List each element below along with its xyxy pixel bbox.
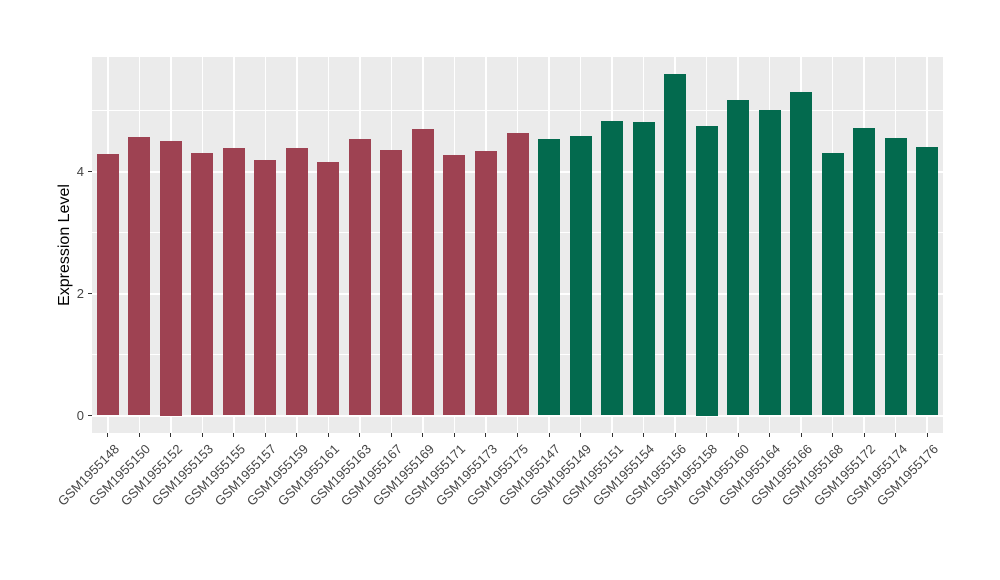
bar-GSM1955158 xyxy=(695,125,718,416)
bar-GSM1955156 xyxy=(664,73,687,416)
x-tick-GSM1955155 xyxy=(233,433,235,437)
bar-GSM1955160 xyxy=(727,100,750,416)
bar-GSM1955154 xyxy=(632,122,655,416)
x-tick-GSM1955152 xyxy=(170,433,172,437)
bar-GSM1955172 xyxy=(853,128,876,416)
y-tick-2 xyxy=(88,293,92,294)
x-tick-GSM1955176 xyxy=(926,433,928,437)
bar-GSM1955175 xyxy=(506,133,529,416)
y-tick-4 xyxy=(88,171,92,172)
x-tick-GSM1955167 xyxy=(390,433,392,437)
x-tick-GSM1955160 xyxy=(737,433,739,437)
x-tick-GSM1955173 xyxy=(485,433,487,437)
plot-panel xyxy=(92,57,943,433)
bar-GSM1955157 xyxy=(254,159,277,416)
bar-GSM1955168 xyxy=(821,153,844,416)
x-tick-GSM1955169 xyxy=(422,433,424,437)
x-tick-GSM1955168 xyxy=(832,433,834,437)
x-tick-GSM1955156 xyxy=(674,433,676,437)
x-tick-GSM1955171 xyxy=(453,433,455,437)
x-tick-GSM1955153 xyxy=(201,433,203,437)
bar-GSM1955166 xyxy=(790,92,813,416)
bar-GSM1955171 xyxy=(443,155,466,416)
x-tick-GSM1955164 xyxy=(769,433,771,437)
y-tick-label-2: 2 xyxy=(76,285,84,301)
bar-GSM1955169 xyxy=(411,129,434,416)
bar-GSM1955176 xyxy=(916,147,939,416)
x-tick-GSM1955158 xyxy=(706,433,708,437)
bar-GSM1955148 xyxy=(96,154,119,416)
bar-GSM1955173 xyxy=(474,151,497,416)
bar-GSM1955159 xyxy=(285,147,308,416)
x-tick-GSM1955159 xyxy=(296,433,298,437)
bar-GSM1955161 xyxy=(317,161,340,416)
x-tick-GSM1955174 xyxy=(895,433,897,437)
x-tick-GSM1955161 xyxy=(327,433,329,437)
bar-GSM1955152 xyxy=(159,141,182,416)
x-tick-GSM1955148 xyxy=(107,433,109,437)
x-tick-GSM1955157 xyxy=(264,433,266,437)
bar-GSM1955174 xyxy=(884,137,907,416)
x-tick-GSM1955147 xyxy=(548,433,550,437)
bar-GSM1955151 xyxy=(601,120,624,416)
x-tick-GSM1955166 xyxy=(800,433,802,437)
bar-GSM1955153 xyxy=(191,152,214,416)
bar-GSM1955164 xyxy=(758,109,781,416)
bar-GSM1955155 xyxy=(222,147,245,416)
x-tick-GSM1955154 xyxy=(643,433,645,437)
bar-GSM1955167 xyxy=(380,149,403,416)
x-tick-GSM1955172 xyxy=(863,433,865,437)
y-tick-label-0: 0 xyxy=(76,407,84,423)
bar-GSM1955150 xyxy=(128,137,151,416)
y-tick-0 xyxy=(88,415,92,416)
x-tick-GSM1955150 xyxy=(138,433,140,437)
y-tick-label-4: 4 xyxy=(76,163,84,179)
bar-GSM1955149 xyxy=(569,136,592,416)
x-tick-GSM1955149 xyxy=(580,433,582,437)
x-tick-GSM1955151 xyxy=(611,433,613,437)
bar-GSM1955163 xyxy=(348,138,371,416)
x-tick-GSM1955175 xyxy=(517,433,518,437)
bar-GSM1955147 xyxy=(538,138,561,416)
x-tick-GSM1955163 xyxy=(359,433,361,437)
